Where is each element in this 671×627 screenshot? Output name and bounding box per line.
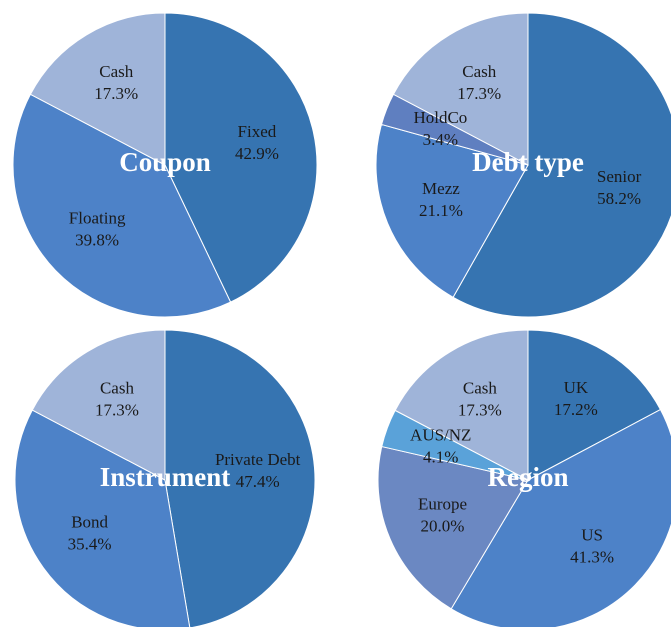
pie-slice xyxy=(31,329,166,481)
slice-label: Cash xyxy=(99,62,134,81)
slice-value: 17.3% xyxy=(95,400,139,419)
pie-slice xyxy=(375,123,529,298)
slice-value: 39.8% xyxy=(75,230,119,249)
slice-value: 17.3% xyxy=(94,84,138,103)
slice-value: 17.2% xyxy=(554,400,598,419)
pie-slice xyxy=(394,329,529,481)
pie-slice xyxy=(452,12,671,318)
pie-slice xyxy=(164,12,318,303)
slice-value: 41.3% xyxy=(570,547,614,566)
pie-slice xyxy=(527,329,662,481)
slice-label: UK xyxy=(564,378,589,397)
slice-value: 21.1% xyxy=(419,201,463,220)
slice-label: Cash xyxy=(462,62,497,81)
pie-title: Debt type xyxy=(472,147,584,177)
slice-label: Mezz xyxy=(422,179,460,198)
slice-label: Cash xyxy=(100,378,135,397)
slice-value: 3.4% xyxy=(423,130,458,149)
pie-slice xyxy=(12,93,232,318)
pie-title: Coupon xyxy=(119,147,211,177)
pie-slice xyxy=(450,408,671,627)
slice-label: Senior xyxy=(597,167,642,186)
pie-slice xyxy=(392,12,529,166)
slice-label: Bond xyxy=(71,512,108,531)
slice-value: 47.4% xyxy=(236,472,280,491)
slice-value: 17.3% xyxy=(457,84,501,103)
slice-value: 58.2% xyxy=(597,189,641,208)
slice-value: 17.3% xyxy=(458,400,502,419)
pie-slice xyxy=(14,409,191,627)
slice-value: 20.0% xyxy=(421,516,465,535)
pie-title: Region xyxy=(488,462,569,492)
slice-value: 42.9% xyxy=(235,144,279,163)
pie-slice xyxy=(164,329,316,627)
slice-value: 4.1% xyxy=(423,448,458,467)
slice-label: Cash xyxy=(463,378,498,397)
pie-title: Instrument xyxy=(100,462,231,492)
pie-slice xyxy=(377,445,529,610)
slice-label: Europe xyxy=(418,494,467,513)
slice-label: Private Debt xyxy=(215,450,301,469)
slice-label: HoldCo xyxy=(413,108,467,127)
slice-label: US xyxy=(581,525,603,544)
slice-label: Floating xyxy=(69,208,126,227)
slice-value: 35.4% xyxy=(68,534,112,553)
pie-slice xyxy=(29,12,166,166)
slice-label: AUS/NZ xyxy=(410,426,471,445)
slice-label: Fixed xyxy=(238,122,277,141)
